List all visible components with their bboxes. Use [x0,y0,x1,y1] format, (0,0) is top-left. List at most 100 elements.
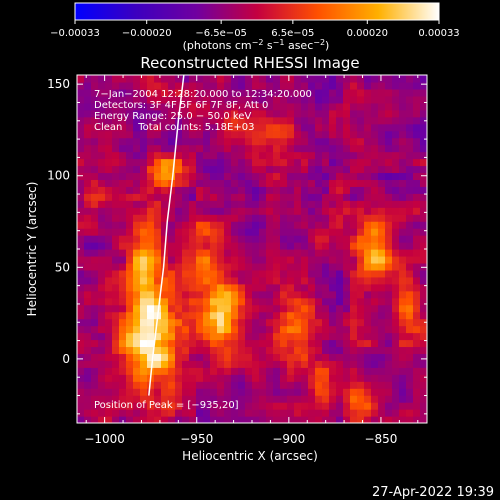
heatmap-cell [315,318,323,327]
heatmap-cell [238,402,246,410]
heatmap-cell [420,339,427,348]
heatmap-cell [238,151,246,160]
heatmap-cell [105,235,113,243]
heatmap-cell [287,235,295,243]
heatmap-cell [133,235,141,243]
heatmap-cell [259,123,267,132]
heatmap-cell [350,262,358,271]
heatmap-cell [287,200,295,208]
heatmap-cell [203,262,211,271]
heatmap-cell [329,81,337,90]
heatmap-cell [364,388,372,396]
heatmap-cell [182,367,190,375]
heatmap-cell [329,75,337,83]
heatmap-cell [406,186,414,194]
heatmap-cell [133,367,141,375]
heatmap-cell [427,298,435,306]
heatmap-cell [224,109,232,118]
heatmap-cell [371,116,379,125]
heatmap-cell [364,130,372,139]
heatmap-cell [210,214,218,222]
heatmap-cell [140,255,148,264]
heatmap-cell [203,255,211,264]
heatmap-cell [301,186,309,194]
heatmap-cell [259,367,267,375]
heatmap-cell [420,332,427,341]
heatmap-cell [301,137,309,146]
heatmap-cell [385,95,393,104]
heatmap-cell [126,409,134,417]
heatmap-cell [112,311,120,320]
heatmap-cell [301,318,309,327]
heatmap-cell [308,304,316,313]
heatmap-cell [266,360,274,368]
heatmap-cell [357,332,365,341]
heatmap-cell [224,81,232,90]
heatmap-cell [378,409,386,417]
heatmap-cell [105,325,113,334]
heatmap-cell [133,262,141,271]
heatmap-cell [147,381,155,389]
heatmap-cell [245,95,253,104]
heatmap-cell [154,242,162,250]
heatmap-cell [168,200,176,208]
heatmap-cell [266,172,274,180]
heatmap-cell [112,374,120,382]
heatmap-cell [147,130,155,139]
heatmap-cell [84,395,92,403]
heatmap-cell [287,276,295,285]
heatmap-cell [126,367,134,375]
heatmap-cell [364,165,372,174]
heatmap-cell [357,339,365,348]
heatmap-cell [133,95,141,104]
colorbar-tick-label: 6.5e−05 [271,28,314,39]
heatmap-cell [406,353,414,361]
heatmap-cell [161,318,169,327]
heatmap-cell [406,88,414,97]
heatmap-cell [140,332,148,341]
heatmap-cell [357,318,365,327]
heatmap-cell [154,235,162,243]
heatmap-cell [385,339,393,348]
heatmap-cell [84,221,92,229]
heatmap-cell [203,75,211,83]
heatmap-cell [203,297,211,306]
heatmap-cell [140,214,148,222]
heatmap-cell [364,95,372,104]
heatmap-cell [119,262,127,271]
heatmap-cell [189,214,197,222]
heatmap-cell [105,255,113,264]
heatmap-cell [301,332,309,341]
heatmap-cell [91,151,99,160]
heatmap-cell [91,304,99,313]
heatmap-cell [301,304,309,313]
heatmap-cell [378,109,386,118]
heatmap-cell [182,123,190,132]
heatmap-cell [287,388,295,396]
heatmap-cell [105,283,113,292]
heatmap-cell [308,360,316,368]
colorbar-frame [74,2,440,21]
heatmap-cell [385,123,393,132]
heatmap-cell [154,81,162,90]
heatmap-cell [91,311,99,320]
heatmap-cell [196,200,204,208]
heatmap-cell [329,228,337,236]
heatmap-cell [168,144,176,153]
heatmap-cell [140,116,148,125]
heatmap-cell [203,137,211,146]
heatmap-cell [392,255,400,264]
heatmap-cell [119,269,127,278]
heatmap-cell [273,137,281,146]
heatmap-cell [245,116,253,125]
x-axis-title: Heliocentric X (arcsec) [182,449,318,463]
heatmap-cell [315,165,323,174]
heatmap-cell [308,353,316,361]
heatmap-cell [259,95,267,104]
heatmap-cell [119,416,127,423]
annotation-block: 7−Jan−2004 12:28:20.000 to 12:34:20.000 … [94,89,312,133]
heatmap-cell [91,144,99,153]
heatmap-cell [140,395,148,403]
heatmap-cell [105,311,113,320]
heatmap-cell [259,130,267,139]
